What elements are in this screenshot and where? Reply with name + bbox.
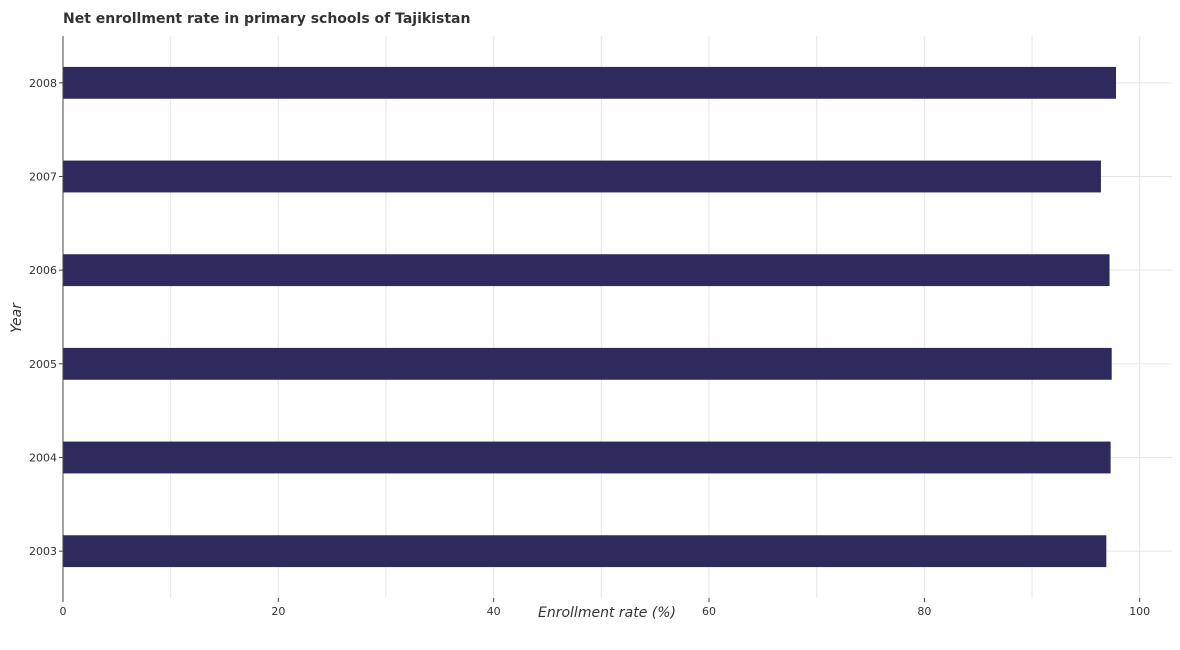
chart-title: Net enrollment rate in primary schools o… (63, 11, 470, 27)
grid (62, 36, 1172, 598)
y-tick-label: 2006 (29, 264, 57, 277)
x-tick-label: 0 (60, 605, 67, 618)
bar-2003 (63, 535, 1107, 568)
x-tick-label: 60 (702, 605, 716, 618)
bar-2008 (63, 66, 1117, 99)
bar-2004 (63, 441, 1111, 474)
y-tick-label: 2003 (29, 545, 57, 558)
y-axis-label: Year (9, 302, 25, 333)
y-tick-label: 2004 (29, 452, 57, 465)
x-tick-label: 80 (917, 605, 931, 618)
x-tick-label: 20 (271, 605, 285, 618)
y-tick-label: 2005 (29, 358, 57, 371)
bar-2005 (63, 347, 1112, 380)
y-tick-label: 2008 (29, 77, 57, 90)
bar-2006 (63, 254, 1110, 287)
x-tick-label: 100 (1129, 605, 1150, 618)
bar-2007 (63, 160, 1101, 193)
x-tick-label: 40 (487, 605, 501, 618)
bars (63, 66, 1117, 568)
x-axis-label: Enrollment rate (%) (538, 605, 676, 621)
axes: 2003 2004 2005 2006 2007 2008 0 20 40 60 80 100 (29, 36, 1150, 618)
y-tick-label: 2007 (29, 171, 57, 184)
